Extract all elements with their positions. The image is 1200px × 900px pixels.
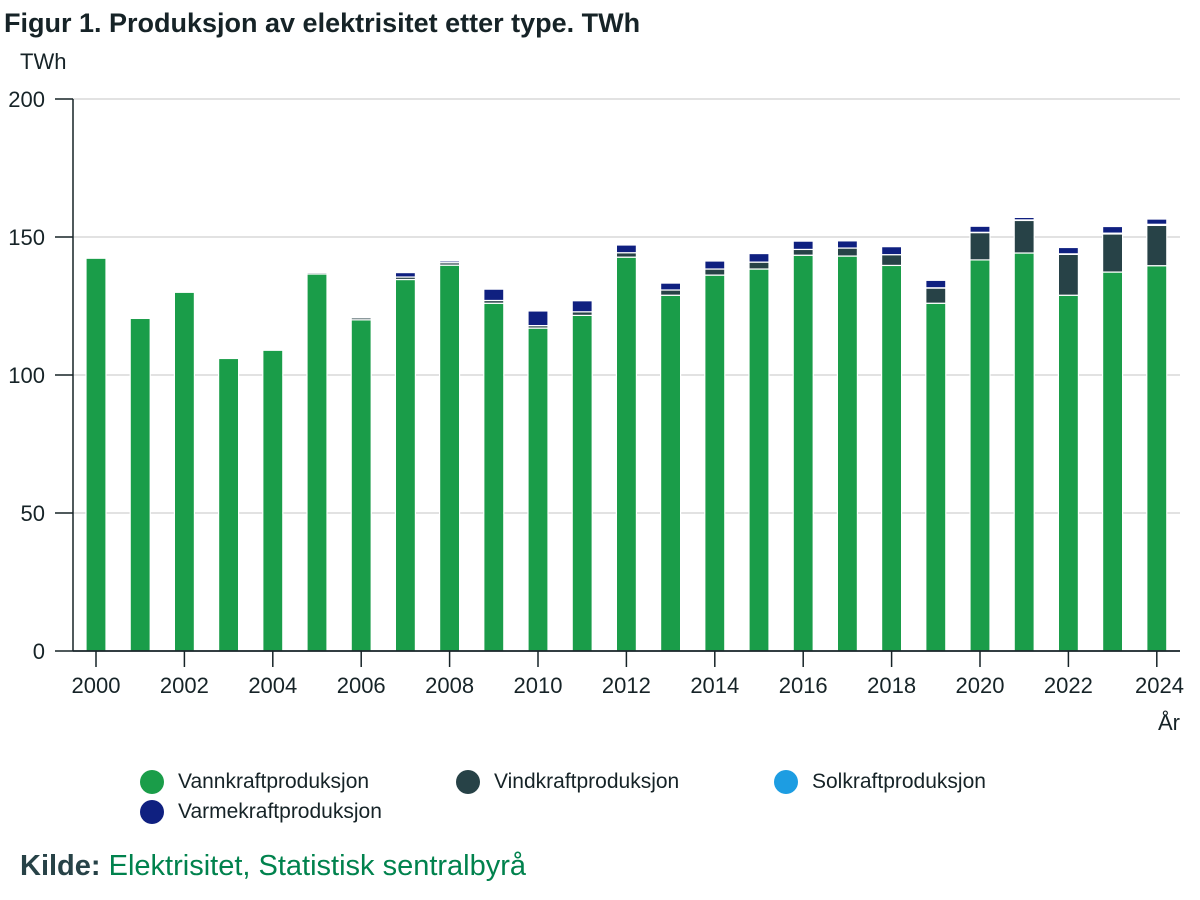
bar-2004-vindkraftproduksjon[interactable] — [262, 348, 284, 351]
bar-2010-vannkraftproduksjon[interactable] — [527, 327, 549, 652]
bar-2024-varmekraftproduksjon[interactable] — [1146, 218, 1168, 225]
x-axis-label: År — [1158, 710, 1180, 735]
bar-2020-vannkraftproduksjon[interactable] — [969, 259, 991, 652]
bar-2013-vindkraftproduksjon[interactable] — [659, 289, 682, 296]
x-tick-label-2014: 2014 — [690, 673, 739, 698]
bars-layer — [85, 216, 1168, 652]
bar-2016-vindkraftproduksjon[interactable] — [792, 248, 814, 256]
source-line: Kilde: Elektrisitet, Statistisk sentralb… — [20, 850, 526, 883]
bar-2021-varmekraftproduksjon[interactable] — [1013, 216, 1035, 221]
source-link[interactable]: Elektrisitet, Statistisk sentralbyrå — [108, 850, 527, 882]
y-tick-label-0: 0 — [33, 639, 45, 664]
bar-2019-varmekraftproduksjon[interactable] — [925, 279, 947, 289]
legend-item-solkraft[interactable]: Solkraftproduksjon — [774, 770, 986, 794]
bar-2023-varmekraftproduksjon[interactable] — [1101, 225, 1124, 234]
bar-2001-vannkraftproduksjon[interactable] — [129, 317, 151, 652]
bar-2008-varmekraftproduksjon[interactable] — [439, 260, 461, 264]
bar-2022-vannkraftproduksjon[interactable] — [1057, 294, 1080, 652]
bar-2011-vannkraftproduksjon[interactable] — [571, 314, 593, 652]
bar-2003-vannkraftproduksjon[interactable] — [218, 357, 240, 652]
source-label: Kilde: — [20, 850, 101, 882]
legend-label-varmekraft: Varmekraftproduksjon — [178, 800, 382, 823]
x-tick-label-2010: 2010 — [514, 673, 563, 698]
bar-2015-varmekraftproduksjon[interactable] — [748, 252, 770, 263]
bar-2016-varmekraftproduksjon[interactable] — [792, 240, 814, 251]
x-tick-label-2024: 2024 — [1135, 673, 1184, 698]
bar-2004-vannkraftproduksjon[interactable] — [262, 349, 284, 652]
bar-2010-varmekraftproduksjon[interactable] — [527, 310, 549, 327]
bar-2014-vannkraftproduksjon[interactable] — [704, 274, 726, 652]
x-tick-label-2016: 2016 — [779, 673, 828, 698]
legend-item-vannkraft[interactable]: Vannkraftproduksjon — [140, 770, 369, 794]
legend-dot-varmekraft — [140, 800, 164, 824]
bar-2023-vindkraftproduksjon[interactable] — [1101, 233, 1124, 273]
bar-2018-varmekraftproduksjon[interactable] — [880, 246, 903, 256]
legend-dot-solkraft — [774, 770, 798, 794]
bar-2017-vindkraftproduksjon[interactable] — [836, 247, 859, 257]
bar-2006-vindkraftproduksjon[interactable] — [350, 317, 372, 321]
x-tick-label-2022: 2022 — [1044, 673, 1093, 698]
bar-2013-varmekraftproduksjon[interactable] — [659, 282, 682, 291]
x-tick-label-2002: 2002 — [160, 673, 209, 698]
bar-2022-vindkraftproduksjon[interactable] — [1057, 253, 1080, 296]
legend-item-varmekraft[interactable]: Varmekraftproduksjon — [140, 800, 382, 824]
y-tick-label-200: 200 — [8, 87, 45, 112]
y-tick-label-50: 50 — [21, 501, 45, 526]
x-tick-label-2004: 2004 — [248, 673, 297, 698]
bar-2005-vindkraftproduksjon[interactable] — [306, 272, 328, 275]
bar-2012-vannkraftproduksjon[interactable] — [615, 256, 638, 652]
bar-2000-vannkraftproduksjon[interactable] — [85, 257, 107, 652]
bar-2014-varmekraftproduksjon[interactable] — [704, 260, 726, 270]
bar-2020-vindkraftproduksjon[interactable] — [969, 231, 991, 261]
legend-label-vindkraft: Vindkraftproduksjon — [494, 770, 680, 793]
x-tick-label-2018: 2018 — [867, 673, 916, 698]
bar-2015-vindkraftproduksjon[interactable] — [748, 261, 770, 270]
bar-2007-vannkraftproduksjon[interactable] — [394, 278, 416, 652]
y-tick-label-100: 100 — [8, 363, 45, 388]
bar-2007-varmekraftproduksjon[interactable] — [394, 272, 416, 278]
legend-dot-vannkraft — [140, 770, 164, 794]
bar-2019-vindkraftproduksjon[interactable] — [925, 287, 947, 304]
bar-2021-vindkraftproduksjon[interactable] — [1013, 219, 1035, 254]
bar-2017-varmekraftproduksjon[interactable] — [836, 240, 859, 249]
bar-2006-vannkraftproduksjon[interactable] — [350, 319, 372, 652]
bar-2016-vannkraftproduksjon[interactable] — [792, 254, 814, 652]
x-tick-label-2012: 2012 — [602, 673, 651, 698]
bar-2019-vannkraftproduksjon[interactable] — [925, 302, 947, 652]
bar-2014-vindkraftproduksjon[interactable] — [704, 268, 726, 276]
bar-2003-vindkraftproduksjon[interactable] — [218, 357, 240, 360]
bar-2008-vannkraftproduksjon[interactable] — [439, 264, 461, 652]
chart-plot: 0 50 100 150 200 TWh 2000 2002 2004 2006 2008 2010 2… — [8, 49, 1184, 735]
legend-label-vannkraft: Vannkraftproduksjon — [178, 770, 370, 793]
bar-2020-varmekraftproduksjon[interactable] — [969, 225, 991, 233]
bar-2015-vannkraftproduksjon[interactable] — [748, 268, 770, 652]
bar-2024-vindkraftproduksjon[interactable] — [1146, 224, 1168, 267]
axis-layer: 0 50 100 150 200 TWh 2000 2002 2004 2006 2008 2010 2… — [8, 49, 1184, 735]
bar-2012-varmekraftproduksjon[interactable] — [615, 244, 638, 254]
bar-2012-vindkraftproduksjon[interactable] — [615, 252, 638, 258]
chart-title: Figur 1. Produksjon av elektrisitet ette… — [4, 8, 641, 38]
bar-2005-vannkraftproduksjon[interactable] — [306, 273, 328, 652]
bar-2009-vannkraftproduksjon[interactable] — [483, 302, 505, 652]
legend-label-solkraft: Solkraftproduksjon — [812, 770, 986, 793]
bar-2002-vannkraftproduksjon[interactable] — [173, 291, 195, 652]
bar-2011-varmekraftproduksjon[interactable] — [571, 300, 593, 313]
y-axis-label: TWh — [20, 49, 66, 74]
x-tick-label-2020: 2020 — [956, 673, 1005, 698]
bar-2024-vannkraftproduksjon[interactable] — [1146, 265, 1168, 652]
legend-dot-vindkraft — [456, 770, 480, 794]
bar-2018-vindkraftproduksjon[interactable] — [880, 254, 903, 267]
bar-2023-vannkraftproduksjon[interactable] — [1101, 271, 1124, 652]
y-tick-label-150: 150 — [8, 225, 45, 250]
x-tick-label-2000: 2000 — [72, 673, 121, 698]
legend-item-vindkraft[interactable]: Vindkraftproduksjon — [456, 770, 679, 794]
bar-2017-vannkraftproduksjon[interactable] — [836, 255, 859, 652]
bar-2021-vannkraftproduksjon[interactable] — [1013, 252, 1035, 652]
bar-2018-vannkraftproduksjon[interactable] — [880, 264, 903, 652]
bar-2013-vannkraftproduksjon[interactable] — [659, 294, 682, 652]
bar-2022-varmekraftproduksjon[interactable] — [1057, 246, 1080, 255]
x-tick-label-2006: 2006 — [337, 673, 386, 698]
bar-2009-varmekraftproduksjon[interactable] — [483, 288, 505, 302]
x-tick-label-2008: 2008 — [425, 673, 474, 698]
